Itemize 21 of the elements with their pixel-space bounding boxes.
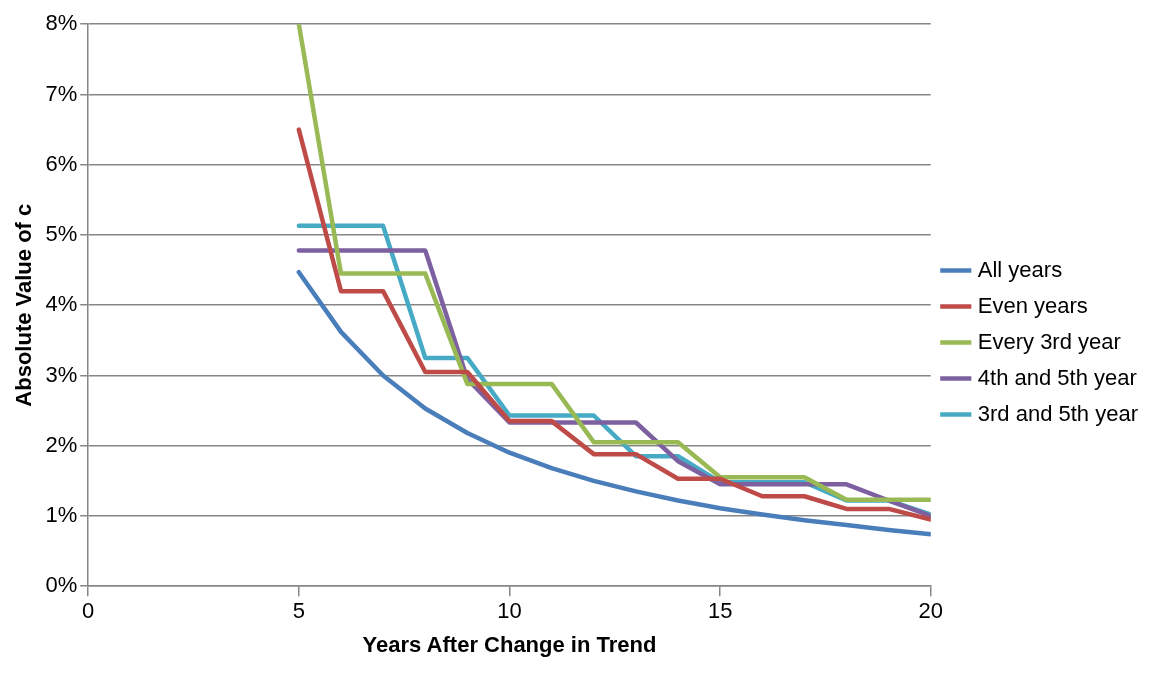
y-tick-label: 3%	[45, 361, 78, 387]
y-tick-label: 8%	[45, 10, 78, 36]
legend-label: Every 3rd year	[977, 328, 1121, 354]
legend-label: All years	[977, 256, 1063, 282]
y-tick-label: 2%	[45, 431, 78, 457]
y-tick-label: 6%	[45, 150, 78, 176]
legend-label: 4th and 5th year	[977, 364, 1137, 390]
y-tick-label: 4%	[45, 291, 78, 317]
y-tick-label: 7%	[45, 80, 78, 106]
legend-label: Even years	[977, 292, 1088, 318]
x-tick-label: 0	[82, 598, 95, 624]
x-tick-label: 20	[918, 598, 944, 624]
legend-label: 3rd and 5th year	[977, 400, 1139, 426]
y-tick-label: 1%	[45, 502, 78, 528]
x-axis-title: Years After Change in Trend	[362, 631, 657, 657]
x-tick-label: 5	[292, 598, 305, 624]
y-tick-label: 0%	[45, 572, 78, 598]
x-tick-label: 15	[707, 598, 733, 624]
y-axis-title: Absolute Value of c	[11, 203, 37, 407]
y-tick-label: 5%	[45, 221, 78, 247]
x-tick-label: 10	[497, 598, 522, 624]
